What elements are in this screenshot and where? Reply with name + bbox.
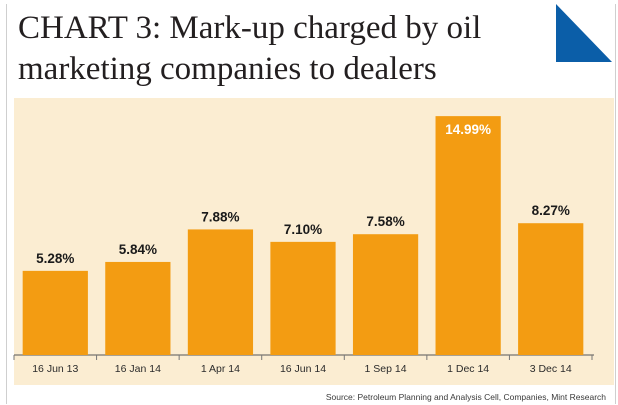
bar-1 (22, 270, 88, 355)
bar-6 (435, 116, 501, 355)
x-tick-label-4: 16 Jun 14 (280, 363, 326, 375)
bar-2 (105, 261, 171, 355)
x-tick-label-5: 1 Sep 14 (365, 363, 407, 375)
x-tick-label-6: 1 Dec 14 (447, 363, 489, 375)
bar-5 (352, 234, 419, 355)
source-note: Source: Petroleum Planning and Analysis … (325, 392, 606, 402)
corner-triangle (556, 4, 612, 62)
bar-7 (518, 223, 584, 355)
bar-chart: 5.28% 16 Jun 13 5.84% 16 Jan 14 7.88% 1 Apr 1… (13, 116, 594, 375)
x-tick-label-1: 16 Jun 13 (32, 363, 78, 375)
data-label-2: 5.84% (119, 242, 157, 257)
data-label-6: 14.99% (445, 122, 491, 137)
data-label-7: 8.27% (532, 203, 570, 218)
corner-fold-decoration (556, 4, 612, 62)
data-label-3: 7.88% (201, 209, 239, 224)
bar-3 (187, 229, 254, 355)
x-tick-label-2: 16 Jan 14 (115, 363, 161, 375)
chart-title: CHART 3: Mark-up charged by oil marketin… (18, 8, 558, 90)
bar-4 (270, 241, 336, 355)
x-tick-label-7: 3 Dec 14 (530, 363, 572, 375)
data-label-4: 7.10% (284, 222, 322, 237)
data-label-5: 7.58% (366, 214, 404, 229)
data-label-1: 5.28% (36, 251, 74, 266)
x-tick-label-3: 1 Apr 14 (201, 363, 240, 375)
chart-title-line-2: marketing companies to dealers (18, 51, 437, 87)
chart-title-line-1: CHART 3: Mark-up charged by oil (18, 10, 482, 46)
